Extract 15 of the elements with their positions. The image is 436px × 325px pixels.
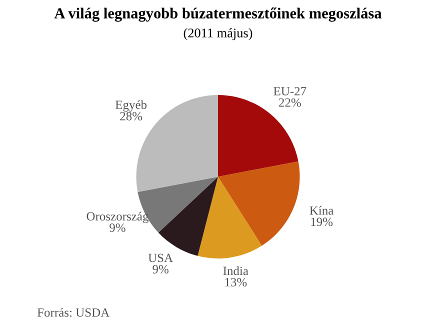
data-label: 19%	[311, 218, 333, 226]
text: Forrás: USDA	[37, 308, 110, 317]
data-label: 28%	[120, 112, 142, 120]
slice-label: Egyéb	[115, 100, 147, 112]
chart-subtitle: (2011 május)	[184, 28, 252, 40]
slice-label: EU-27	[274, 87, 306, 96]
slice-label: USA	[148, 254, 173, 262]
slice-label: Oroszország	[86, 212, 148, 224]
data-label: 9%	[110, 223, 126, 232]
data-label: 13%	[225, 278, 247, 286]
data-label: 22%	[279, 98, 301, 107]
chart-title: A világ legnagyobb búzatermesztőinek megoszlása	[54, 8, 382, 22]
slice-label: India	[223, 266, 248, 276]
slice-label: Kína	[310, 206, 334, 215]
data-label: 9%	[152, 265, 168, 274]
